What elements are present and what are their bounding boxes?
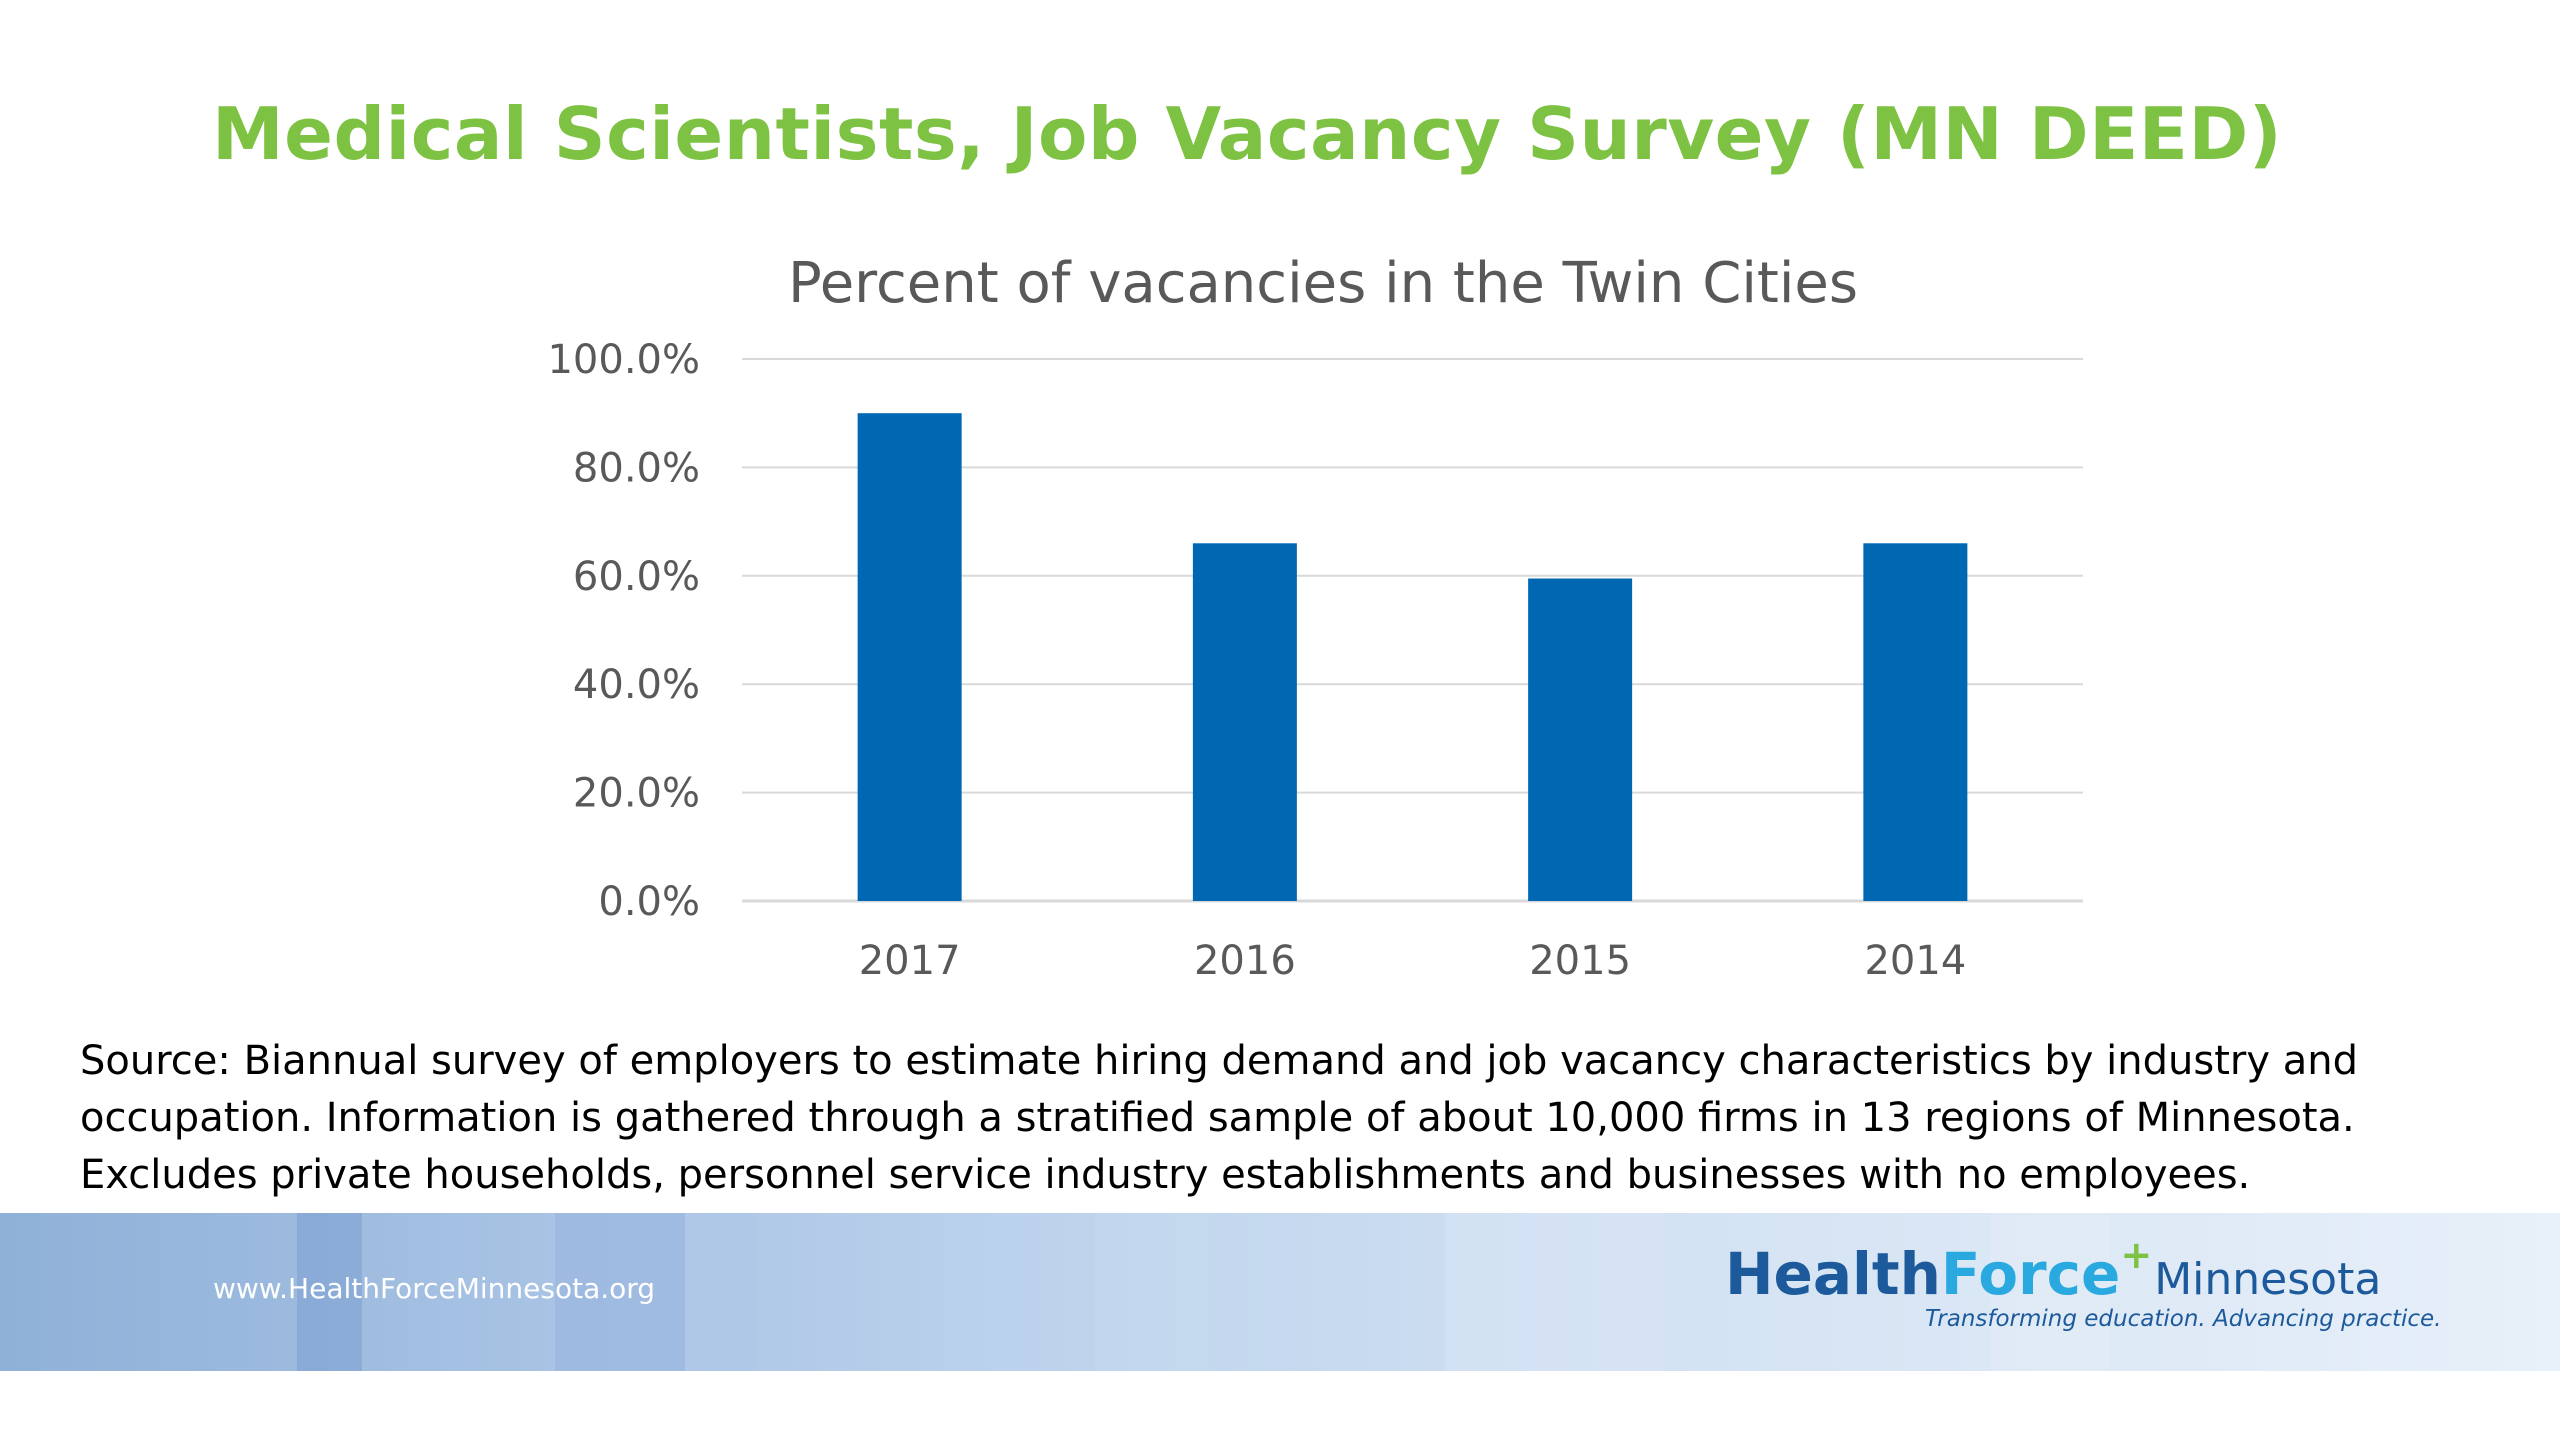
logo-force-text: Force (1940, 1240, 2121, 1308)
bar-2017 (857, 413, 962, 901)
chart-title: Percent of vacancies in the Twin Cities (788, 251, 1858, 316)
footer-decor-block (1445, 1213, 1665, 1371)
bar-chart: Percent of vacancies in the Twin Cities … (547, 251, 2083, 984)
x-tick-label: 2014 (1864, 938, 1966, 984)
logo-tagline: Transforming education. Advancing practi… (1925, 1306, 2442, 1332)
logo-minnesota-text: Minnesota (2154, 1254, 2382, 1305)
bar-2016 (1192, 543, 1297, 901)
logo-health-text: Health (1725, 1240, 1941, 1308)
footer-url[interactable]: www.HealthForceMinnesota.org (213, 1272, 656, 1305)
bar-2014 (1863, 543, 1968, 901)
gridlines (742, 358, 2083, 903)
footer-decor-block (685, 1213, 755, 1371)
x-tick-label: 2017 (859, 938, 961, 984)
bar-2015 (1528, 578, 1633, 901)
footer-decor-block (1990, 1213, 2110, 1371)
slide-title: Medical Scientists, Job Vacancy Survey (… (212, 92, 2283, 176)
y-tick-label: 80.0% (573, 445, 700, 491)
source-note: Source: Biannual survey of employers to … (80, 1038, 2358, 1198)
footer-decor-block (555, 1213, 685, 1371)
y-tick-label: 0.0% (598, 879, 700, 925)
y-axis-ticks: 0.0% 20.0% 40.0% 60.0% 80.0% 100.0% (547, 337, 700, 925)
logo-plus-icon: + (2120, 1233, 2153, 1277)
x-tick-label: 2016 (1194, 938, 1296, 984)
y-tick-label: 40.0% (573, 662, 700, 708)
y-tick-label: 100.0% (547, 337, 700, 383)
footer-band (0, 1213, 2560, 1371)
footer-decor-block (297, 1213, 362, 1371)
bars (857, 413, 1968, 901)
healthforce-logo: HealthForce+Minnesota (1725, 1233, 2382, 1308)
x-axis-ticks: 2017 2016 2015 2014 (859, 938, 1967, 984)
y-tick-label: 60.0% (573, 554, 700, 600)
x-tick-label: 2015 (1529, 938, 1631, 984)
footer-decor-block (1095, 1213, 1215, 1371)
y-tick-label: 20.0% (573, 771, 700, 817)
